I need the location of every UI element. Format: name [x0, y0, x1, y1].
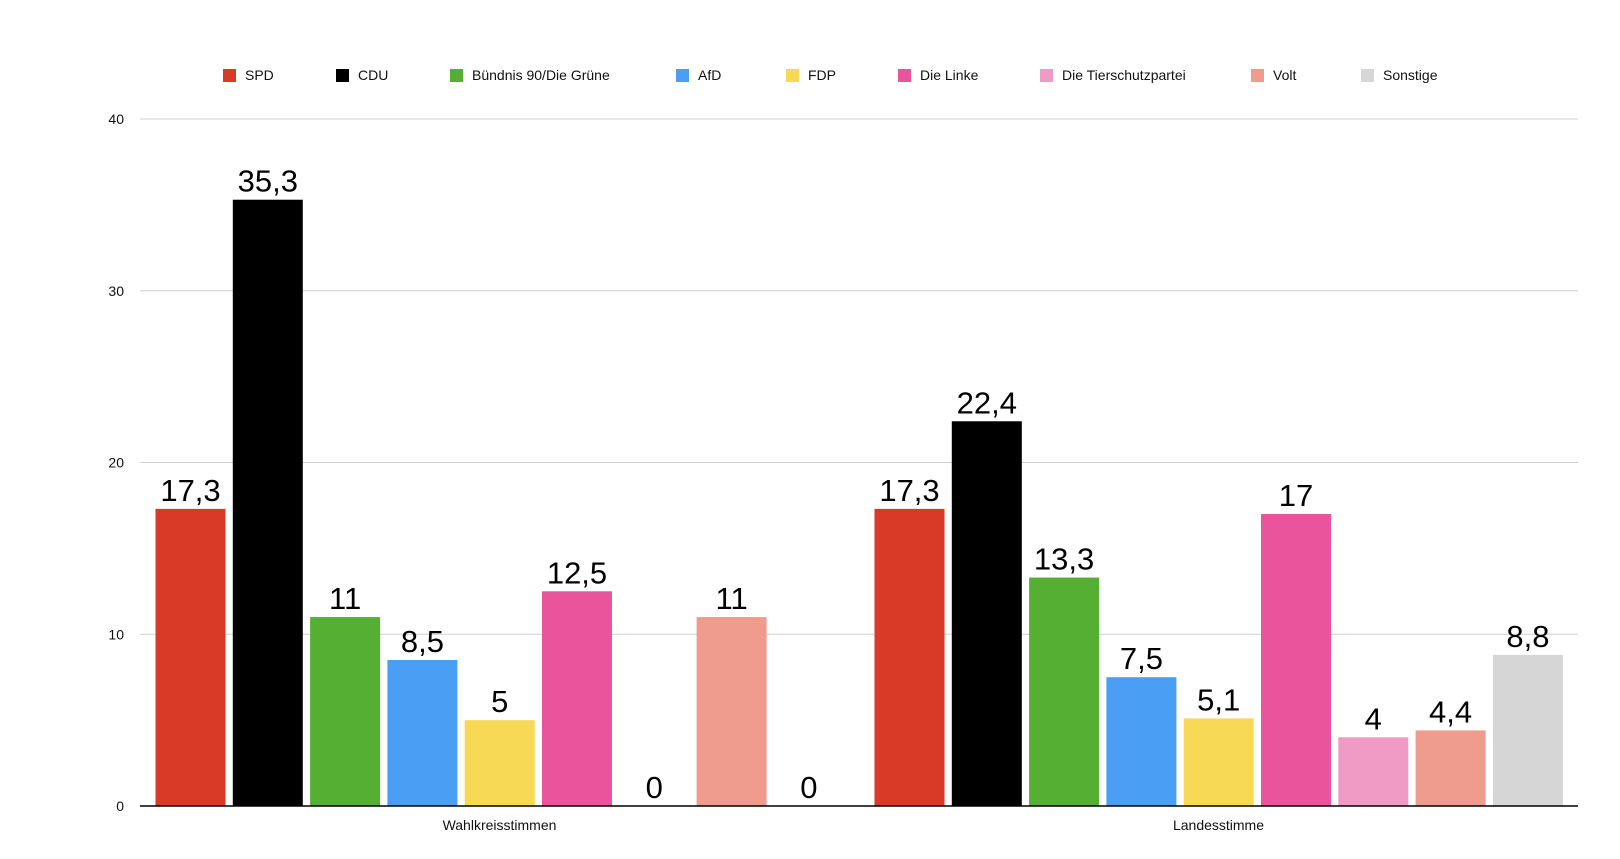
legend-item-die-tierschutzpartei: Die Tierschutzpartei: [1040, 66, 1186, 84]
data-label-volt-landesstimme: 4,4: [1429, 694, 1472, 729]
bar-bundnis-90-die-grune-landesstimme: [1029, 577, 1100, 806]
category-labels: Wahlkreisstimmen Landesstimme: [443, 817, 1265, 833]
data-label-die-linke-landesstimme: 17: [1279, 478, 1313, 513]
legend-item-volt: Volt: [1251, 66, 1296, 84]
data-label-afd-wahlkreisstimmen: 8,5: [401, 624, 444, 659]
legend-item-sonstige: Sonstige: [1361, 66, 1437, 84]
data-labels: 17,3 35,3 11 8,5 5 12,5 0 11 0 17,3 22,4 13,3 7,5 5,1…: [160, 164, 1549, 805]
gridlines: [140, 118, 1578, 635]
legend-item-die-linke: Die Linke: [898, 66, 978, 84]
legend-swatch-sonstige: [1361, 68, 1374, 82]
legend-label-bundnis-90-die-grune: Bündnis 90/Die Grüne: [472, 67, 610, 83]
y-tick-label-40: 40: [108, 111, 124, 127]
data-label-fdp-landesstimme: 5,1: [1197, 682, 1240, 717]
legend-label-volt: Volt: [1273, 67, 1297, 83]
data-label-die-tierschutzpartei-landesstimme: 4: [1365, 701, 1382, 736]
data-label-spd-landesstimme: 17,3: [879, 473, 939, 508]
legend-item-afd: AfD: [676, 66, 721, 84]
legend-label-fdp: FDP: [808, 67, 836, 83]
y-tick-label-10: 10: [108, 626, 124, 642]
data-label-afd-landesstimme: 7,5: [1120, 641, 1163, 676]
bar-sonstige-landesstimme: [1492, 654, 1563, 806]
legend-swatch-cdu: [336, 68, 349, 82]
data-label-bundnis-90-die-grune-landesstimme: 13,3: [1034, 542, 1094, 577]
bar-fdp-landesstimme: [1183, 718, 1254, 806]
legend-swatch-fdp: [786, 68, 799, 82]
legend-label-sonstige: Sonstige: [1383, 67, 1438, 83]
y-tick-label-30: 30: [108, 283, 124, 299]
legend-item-spd: SPD: [223, 66, 274, 84]
bar-volt-wahlkreisstimmen: [696, 617, 767, 806]
legend-label-die-tierschutzpartei: Die Tierschutzpartei: [1062, 67, 1186, 83]
legend-label-spd: SPD: [245, 67, 274, 83]
data-label-cdu-wahlkreisstimmen: 35,3: [238, 164, 298, 199]
bar-spd-landesstimme: [874, 508, 945, 806]
bar-bundnis-90-die-grune-wahlkreisstimmen: [310, 617, 381, 806]
legend-swatch-volt: [1251, 68, 1264, 82]
legend-label-afd: AfD: [698, 67, 722, 83]
data-label-fdp-wahlkreisstimmen: 5: [491, 684, 508, 719]
data-label-die-linke-wahlkreisstimmen: 12,5: [547, 555, 607, 590]
category-label-landesstimme: Landesstimme: [1173, 817, 1264, 833]
bar-die-linke-landesstimme: [1261, 514, 1331, 806]
bar-cdu-wahlkreisstimmen: [232, 199, 303, 806]
data-label-sonstige-wahlkreisstimmen: 0: [800, 770, 817, 805]
data-label-volt-wahlkreisstimmen: 11: [716, 581, 748, 616]
bar-spd-wahlkreisstimmen: [155, 508, 226, 806]
legend-item-bundnis-90-die-grune: Bündnis 90/Die Grüne: [450, 66, 610, 84]
legend-swatch-afd: [676, 68, 689, 82]
legend-swatch-die-linke: [898, 68, 911, 82]
bar-volt-landesstimme: [1415, 730, 1486, 806]
bar-cdu-landesstimme: [951, 421, 1022, 806]
legend-swatch-spd: [223, 68, 236, 82]
legend-item-fdp: FDP: [786, 66, 836, 84]
bar-afd-landesstimme: [1106, 677, 1177, 806]
category-label-wahlkreisstimmen: Wahlkreisstimmen: [443, 817, 557, 833]
data-label-bundnis-90-die-grune-wahlkreisstimmen: 11: [329, 581, 361, 616]
bar-die-tierschutzpartei-landesstimme: [1338, 737, 1409, 806]
legend-swatch-bundnis-90-die-grune: [450, 68, 463, 82]
legend-label-die-linke: Die Linke: [920, 67, 979, 83]
data-label-die-tierschutzpartei-wahlkreisstimmen: 0: [646, 770, 663, 805]
bar-die-linke-wahlkreisstimmen: [542, 591, 612, 806]
data-label-sonstige-landesstimme: 8,8: [1506, 619, 1549, 654]
y-tick-label-0: 0: [116, 798, 124, 814]
bar-afd-wahlkreisstimmen: [387, 660, 458, 806]
y-tick-label-20: 20: [108, 455, 124, 471]
legend-label-cdu: CDU: [358, 67, 389, 83]
legend-item-cdu: CDU: [336, 66, 388, 84]
data-label-spd-wahlkreisstimmen: 17,3: [160, 473, 220, 508]
y-axis-ticks: 0 10 20 30 40: [108, 111, 124, 814]
bar-fdp-wahlkreisstimmen: [464, 720, 535, 806]
bars: [155, 199, 1563, 806]
legend-swatch-die-tierschutzpartei: [1040, 68, 1053, 82]
data-label-cdu-landesstimme: 22,4: [957, 385, 1017, 420]
